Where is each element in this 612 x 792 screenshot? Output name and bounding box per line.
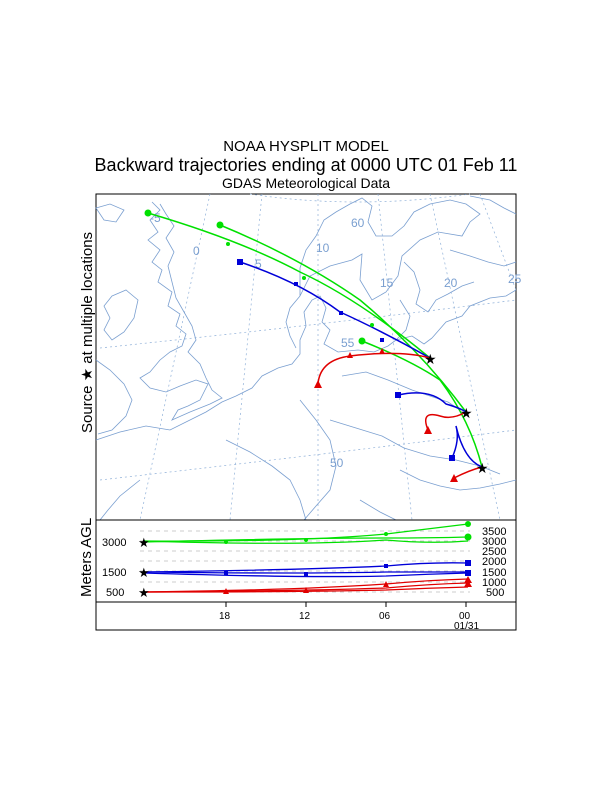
right-tick-3000: 3000 [482,536,506,548]
agl-panel: 18 12 06 00 01/31 3000 1500 500 3500 300… [95,519,517,632]
green-marker [216,221,224,229]
traj-red-1 [317,352,431,385]
right-tick-2500: 2500 [482,546,506,558]
red-marker [379,348,385,354]
data-source-label: GDAS Meteorological Data [221,175,391,191]
agl-blue-2 [143,571,468,574]
coastlines [95,195,517,521]
agl-blue-marker [384,564,388,568]
meridian-0 [139,193,211,521]
blue-marker [294,282,298,286]
right-tick-2000: 2000 [482,556,506,568]
lon-label-10: 10 [316,241,330,255]
agl-red-marker [303,587,309,593]
green-marker [370,323,374,327]
green-marker [226,242,230,246]
lat-label-55: 55 [341,336,355,350]
green-marker [144,209,152,217]
agl-blue-marker [465,570,471,576]
agl-red-marker [223,588,229,594]
left-tick-1500: 1500 [102,567,126,579]
agl-frame [95,519,517,631]
green-marker [302,276,306,280]
agl-red-3 [143,586,469,593]
agl-blue-marker [465,560,471,566]
green-marker [358,337,366,345]
time-tick-12: 12 [299,611,311,622]
traj-red-2 [425,411,467,431]
lon-label-20: 20 [444,276,458,290]
blue-marker [237,259,243,265]
left-tick-500: 500 [106,587,124,599]
lon-label-5: 5 [255,257,262,271]
map-markers: ★ ★ ★ [144,209,489,482]
agl-source-star: ★ [138,535,150,550]
source-star: ★ [460,405,473,421]
meridian-20 [429,193,501,521]
agl-red-marker [383,581,389,587]
agl-blue-1 [143,562,469,573]
source-star: ★ [424,351,437,367]
traj-red-3 [453,466,483,479]
map-frame [95,193,517,521]
agl-markers: ★ ★ ★ [138,521,472,600]
right-tick-3500: 3500 [482,526,506,538]
time-tick-00: 00 [459,611,471,622]
meridian-15 [377,193,413,521]
lat-label-60: 60 [351,216,365,230]
lat-label-50: 50 [330,456,344,470]
agl-green-3 [143,539,469,544]
model-title: NOAA HYSPLIT MODEL [223,138,389,155]
lon-label-15: 15 [380,276,394,290]
red-marker [347,352,353,358]
lon-label-25: 25 [508,272,522,286]
trajectory-subtitle: Backward trajectories ending at 0000 UTC… [94,155,518,175]
traj-green-3 [361,340,483,468]
left-tick-3000: 3000 [102,537,126,549]
traj-green-2 [219,224,467,413]
red-marker [314,380,322,388]
agl-red-marker [464,576,472,583]
traj-blue-3 [451,425,483,468]
time-tick-06: 06 [379,611,391,622]
agl-green-marker [465,521,471,527]
meridian-25 [479,193,517,291]
agl-green-marker [304,538,308,542]
blue-marker [339,311,343,315]
agl-trajectories [143,523,469,593]
right-tick-1000: 1000 [482,577,506,589]
lon-label-minus5: -5 [150,211,161,225]
right-tick-1500: 1500 [482,567,506,579]
agl-green-1 [143,523,469,542]
time-tick-18: 18 [219,611,231,622]
red-marker [424,426,432,434]
agl-time-ticks [225,602,467,607]
lon-label-0: 0 [193,244,200,258]
red-marker [450,474,458,482]
right-tick-500: 500 [486,587,504,599]
blue-marker [449,455,455,461]
agl-source-star: ★ [138,585,150,600]
agl-blue-3 [143,572,469,578]
parallel-55 [99,299,517,349]
blue-marker [380,338,384,342]
agl-green-2 [143,536,469,543]
agl-green-marker [384,532,388,536]
agl-red-marker [464,580,472,587]
parallel-60 [249,193,471,203]
agl-source-star: ★ [138,565,150,580]
source-star: ★ [476,460,489,476]
traj-blue-1 [239,261,431,359]
agl-blue-marker [224,571,228,575]
map-panel: 0 5 10 15 20 25 55 60 50 -5 [95,193,522,521]
blue-marker [395,392,401,398]
agl-blue-marker [304,572,308,576]
traj-blue-2 [397,392,467,413]
agl-green-marker [464,533,472,541]
agl-green-marker [224,540,228,544]
parallel-50 [99,429,517,481]
date-label: 01/31 [454,621,479,632]
